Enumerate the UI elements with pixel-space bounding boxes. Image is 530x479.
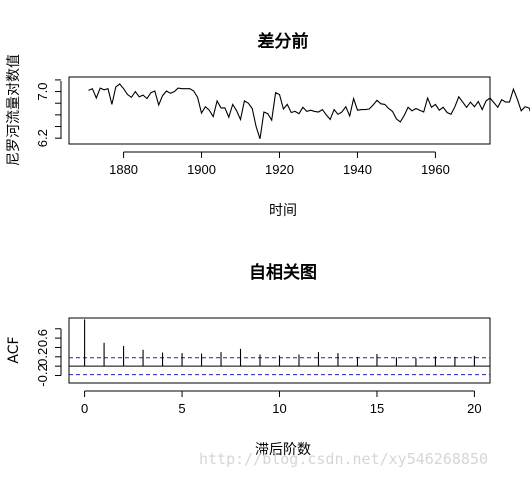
y-tick-label: 7.0 xyxy=(35,83,50,101)
y-tick-label: -0.2 xyxy=(35,364,50,386)
plot-frame-acf xyxy=(68,317,491,384)
x-axis-time-series: 1880 1900 1920 1940 1960 xyxy=(109,151,450,177)
x-axis-label-acf: 滞后阶数 xyxy=(255,442,311,458)
y-tick-label: 0.2 xyxy=(35,348,50,366)
x-tick-label: 5 xyxy=(178,401,185,416)
x-axis-label-time-series: 时间 xyxy=(269,203,297,219)
series-line xyxy=(88,83,530,139)
y-tick-label: 0.6 xyxy=(35,329,50,347)
plot-frame-time-series xyxy=(68,76,491,145)
acf-panel: 自相关图 -0.20.20.6 0 5 10 15 20 滞后阶数 ACF xyxy=(6,262,491,458)
chart-title-acf: 自相关图 xyxy=(249,262,317,283)
y-axis-label-time-series: 尼罗河流量对数值 xyxy=(6,54,22,166)
x-tick-label: 15 xyxy=(370,401,384,416)
time-series-panel: 差分前 6.2 7.0 1880 1900 1920 1940 1960 时间 尼罗河流量… xyxy=(6,31,530,219)
watermark-text: http://blog.csdn.net/xy546268850 xyxy=(199,450,488,468)
y-axis-label-acf: ACF xyxy=(6,336,22,363)
acf-plot-area xyxy=(69,319,490,376)
y-axis-time-series: 6.2 7.0 xyxy=(35,79,62,147)
x-tick-label: 1940 xyxy=(343,162,372,177)
x-tick-label: 10 xyxy=(272,401,286,416)
x-tick-label: 0 xyxy=(81,401,88,416)
x-tick-label: 20 xyxy=(467,401,481,416)
x-tick-label: 1920 xyxy=(265,162,294,177)
x-tick-label: 1880 xyxy=(109,162,138,177)
x-tick-label: 1900 xyxy=(187,162,216,177)
x-axis-acf: 0 5 10 15 20 xyxy=(81,390,482,416)
y-axis-acf: -0.20.20.6 xyxy=(35,328,62,387)
x-tick-label: 1960 xyxy=(421,162,450,177)
chart-title-time-series: 差分前 xyxy=(258,31,309,52)
y-tick-label: 6.2 xyxy=(35,129,50,147)
